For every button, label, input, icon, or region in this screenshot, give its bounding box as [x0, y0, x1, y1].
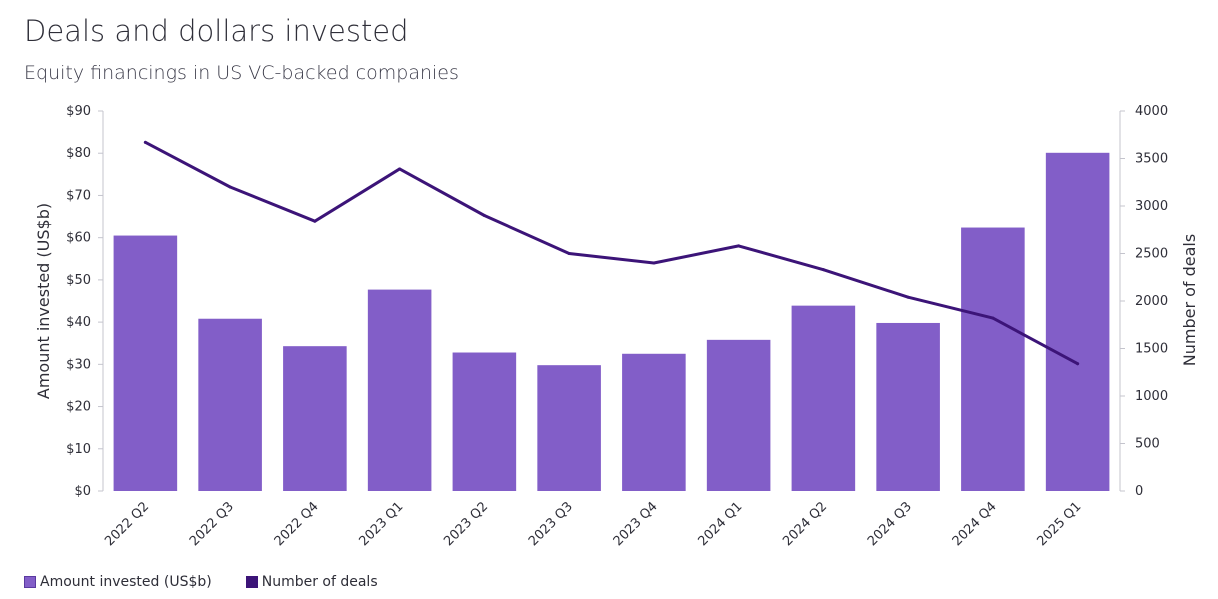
- x-tick-label: 2023 Q1: [356, 499, 406, 549]
- deals-point-2025-q1: [1076, 362, 1080, 366]
- deals-point-2024-q1: [737, 244, 741, 248]
- deals-point-2022-q4: [313, 219, 317, 223]
- bar-2024-q4: [961, 227, 1025, 492]
- deals-point-2023-q3: [567, 252, 571, 255]
- deals-point-2023-q2: [482, 214, 486, 217]
- legend-swatch-amount: [24, 576, 36, 588]
- x-tick-label: 2024 Q2: [780, 499, 830, 549]
- bar-2022-q4: [283, 346, 347, 491]
- x-tick-label: 2024 Q1: [695, 499, 745, 549]
- y-right-tick-label: 2500: [1135, 247, 1168, 262]
- deals-point-2022-q3: [228, 185, 232, 189]
- y-left-tick-label: $30: [66, 357, 91, 372]
- bar-2025-q1: [1045, 152, 1110, 492]
- bar-2023-q2: [452, 352, 517, 491]
- bar-2023-q3: [537, 365, 601, 491]
- bar-2023-q4: [622, 353, 686, 491]
- x-tick-label: 2024 Q4: [950, 499, 1000, 549]
- legend-label-amount: Amount invested (US$b): [40, 574, 212, 590]
- x-tick-label: 2022 Q4: [272, 499, 322, 549]
- x-tick-label: 2023 Q2: [441, 499, 491, 549]
- legend-item-deals[interactable]: Number of deals: [245, 574, 378, 590]
- bar-2024-q1: [706, 339, 771, 491]
- y-right-tick-label: 2000: [1135, 294, 1168, 309]
- y-right-tick-label: 500: [1135, 437, 1160, 452]
- x-tick-label: 2023 Q4: [611, 499, 661, 549]
- y-left-axis-title: Amount invested (US$b): [34, 203, 53, 399]
- chart-legend: Amount invested (US$b) Number of deals: [24, 574, 412, 590]
- y-right-tick-label: 3500: [1135, 152, 1168, 167]
- legend-swatch-deals: [245, 576, 258, 588]
- y-right-tick-label: 0: [1135, 484, 1143, 499]
- deals-point-2024-q4: [991, 316, 995, 320]
- y-left-tick-label: $80: [66, 146, 91, 161]
- x-tick-label: 2022 Q2: [102, 499, 152, 549]
- y-left-tick-label: $20: [66, 400, 91, 415]
- y-right-tick-label: 1000: [1135, 389, 1168, 404]
- chart-subtitle: Equity financings in US VC-backed compan…: [24, 62, 459, 84]
- deals-point-2023-q1: [398, 167, 402, 171]
- deals-point-2024-q3: [906, 295, 910, 299]
- x-tick-label: 2024 Q3: [865, 499, 915, 549]
- y-right-tick-label: 1500: [1135, 342, 1168, 357]
- x-tick-label: 2022 Q3: [187, 499, 237, 549]
- y-left-tick-label: $70: [66, 188, 91, 203]
- y-left-tick-label: $90: [66, 104, 91, 119]
- deals-line: [143, 140, 1080, 366]
- chart-title: Deals and dollars invested: [24, 14, 409, 48]
- y-left-tick-label: $0: [74, 484, 91, 499]
- y-left-tick-label: $40: [66, 315, 91, 330]
- bar-2022-q2: [113, 235, 178, 491]
- x-tick-label: 2025 Q1: [1034, 499, 1084, 549]
- x-tick-label: 2023 Q3: [526, 499, 576, 549]
- bar-2024-q2: [791, 305, 856, 491]
- bar-2022-q3: [198, 318, 262, 491]
- y-right-tick-label: 4000: [1135, 104, 1168, 119]
- bar-2023-q1: [367, 289, 432, 491]
- deals-point-2022-q2: [143, 140, 147, 144]
- deals-point-2023-q4: [652, 261, 656, 265]
- deals-point-2024-q2: [821, 268, 825, 272]
- legend-item-amount[interactable]: Amount invested (US$b): [24, 574, 212, 590]
- y-left-tick-label: $50: [66, 273, 91, 288]
- y-left-tick-label: $60: [66, 231, 91, 246]
- y-right-tick-label: 3000: [1135, 199, 1168, 214]
- bar-2024-q3: [876, 322, 940, 491]
- legend-label-deals: Number of deals: [261, 574, 378, 590]
- y-right-axis-title: Number of deals: [1180, 234, 1199, 366]
- y-left-tick-label: $10: [66, 442, 91, 457]
